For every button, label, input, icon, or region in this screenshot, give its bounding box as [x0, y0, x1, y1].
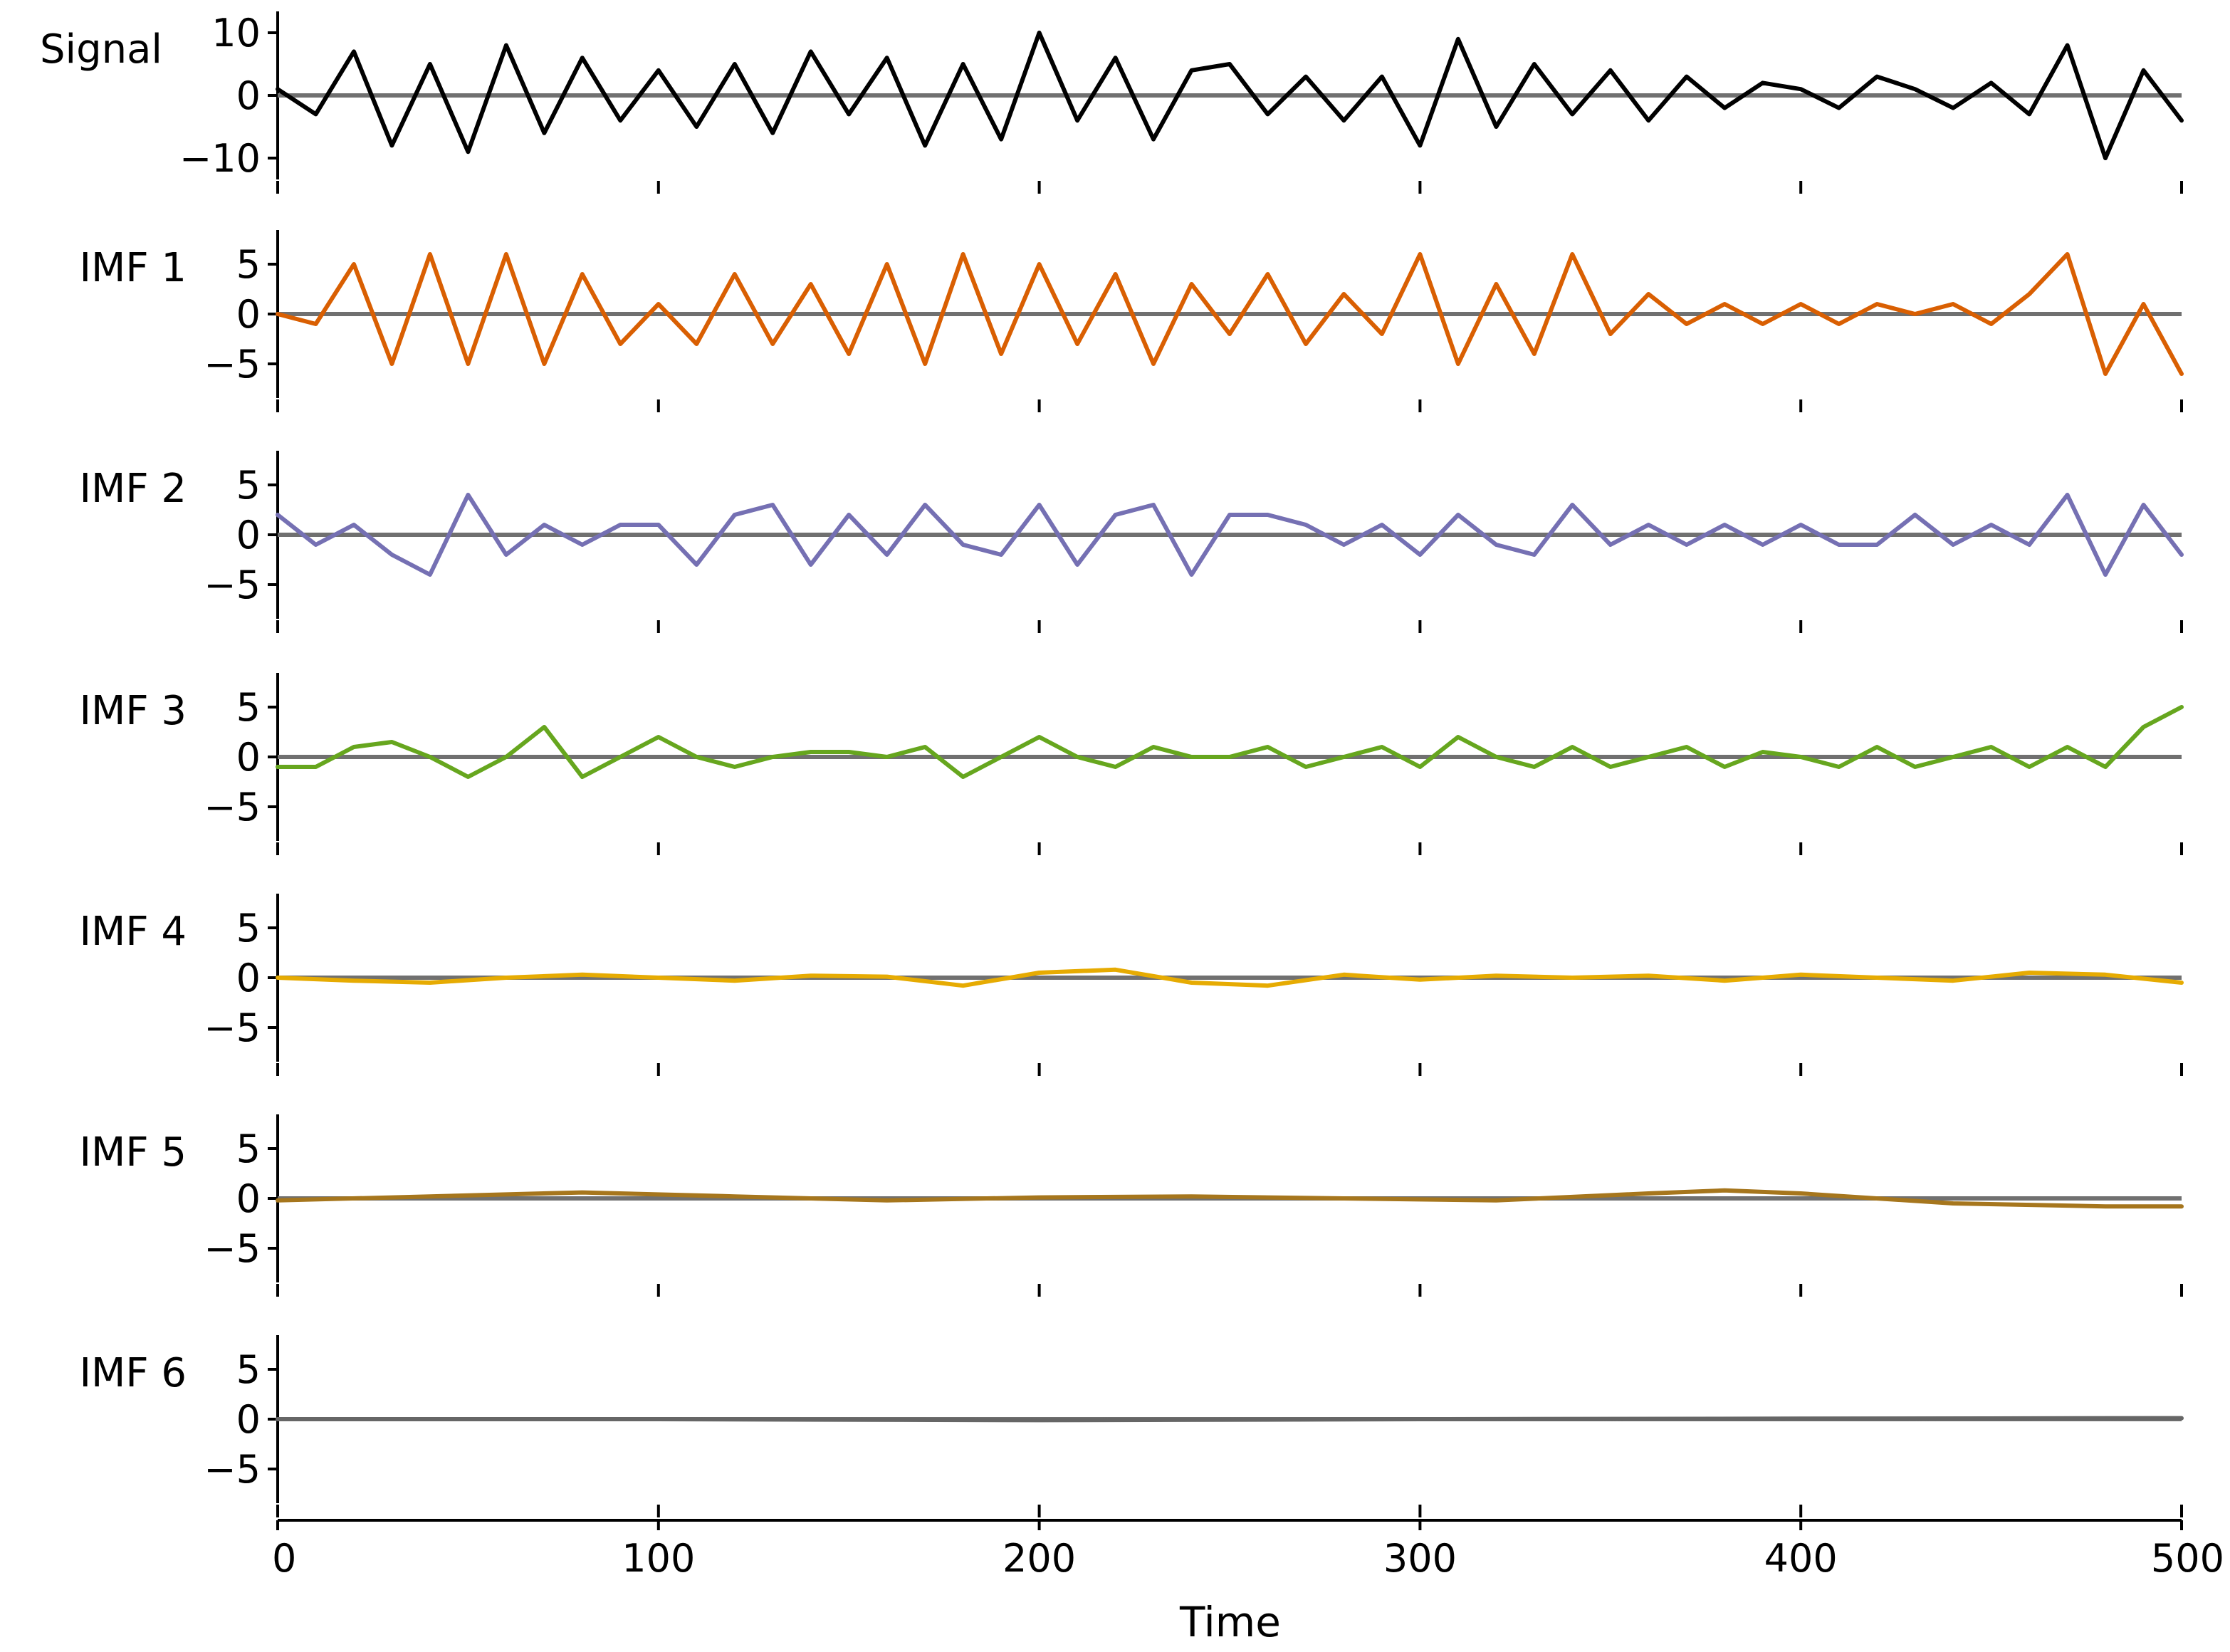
y-tick-label: 5	[236, 463, 261, 508]
series-line	[276, 493, 2184, 577]
panel-label: IMF 2	[80, 466, 187, 512]
panel-5: 5 0 −5 IMF 4	[80, 894, 2184, 1076]
y-tick-label: 0	[236, 1397, 261, 1442]
series-line	[276, 967, 2184, 988]
panel-6: 5 0 −5 IMF 5	[80, 1114, 2184, 1297]
panel-4: 5 0 −5 IMF 3	[80, 673, 2184, 855]
series-line	[276, 1416, 2184, 1423]
y-tick-label: 0	[236, 956, 261, 1000]
series-line	[276, 705, 2184, 779]
y-tick-label: 5	[236, 685, 261, 730]
panel-label: IMF 6	[80, 1350, 187, 1396]
x-axis: 0 100 200 300 400 500	[272, 1519, 2224, 1581]
y-tick-label: −5	[204, 563, 261, 607]
x-axis-label: Time	[1179, 1598, 1281, 1646]
y-tick-label: 0	[236, 513, 261, 558]
y-tick-label: −5	[204, 1005, 261, 1050]
x-tick-label: 500	[2151, 1536, 2224, 1581]
series-line	[276, 31, 2184, 160]
y-tick-label: −10	[179, 136, 261, 181]
x-tick-label: 400	[1764, 1536, 1838, 1581]
y-tick-label: 0	[236, 73, 261, 118]
y-tick-label: 0	[236, 1176, 261, 1221]
panel-label: Signal	[40, 26, 162, 73]
x-tick-label: 0	[272, 1536, 296, 1581]
x-tick-label: 200	[1003, 1536, 1076, 1581]
y-tick-label: −5	[204, 342, 261, 387]
x-tick-label: 100	[622, 1536, 695, 1581]
y-tick-label: 5	[236, 1126, 261, 1171]
series-line	[276, 1188, 2184, 1209]
series-line	[276, 252, 2184, 376]
y-tick-label: 0	[236, 292, 261, 337]
y-tick-label: −5	[204, 1447, 261, 1492]
y-tick-label: −5	[204, 1226, 261, 1271]
panel-label: IMF 4	[80, 909, 187, 955]
y-tick-label: 0	[236, 735, 261, 780]
panel-label: IMF 3	[80, 688, 187, 734]
y-tick-label: 5	[236, 906, 261, 951]
panel-3: 5 0 −5 IMF 2	[80, 451, 2184, 633]
panel-7: 5 0 −5 IMF 6	[80, 1335, 2184, 1517]
y-tick-label: −5	[204, 785, 261, 830]
panel-2: 5 0 −5 IMF 1	[80, 230, 2184, 412]
panel-label: IMF 5	[80, 1129, 187, 1176]
y-tick-label: 5	[236, 242, 261, 287]
x-tick-label: 300	[1383, 1536, 1457, 1581]
panel-label: IMF 1	[80, 245, 187, 291]
y-tick-label: 10	[211, 11, 261, 56]
y-tick-label: 5	[236, 1347, 261, 1392]
panel-1: 10 0 −10 Signal	[40, 11, 2184, 194]
